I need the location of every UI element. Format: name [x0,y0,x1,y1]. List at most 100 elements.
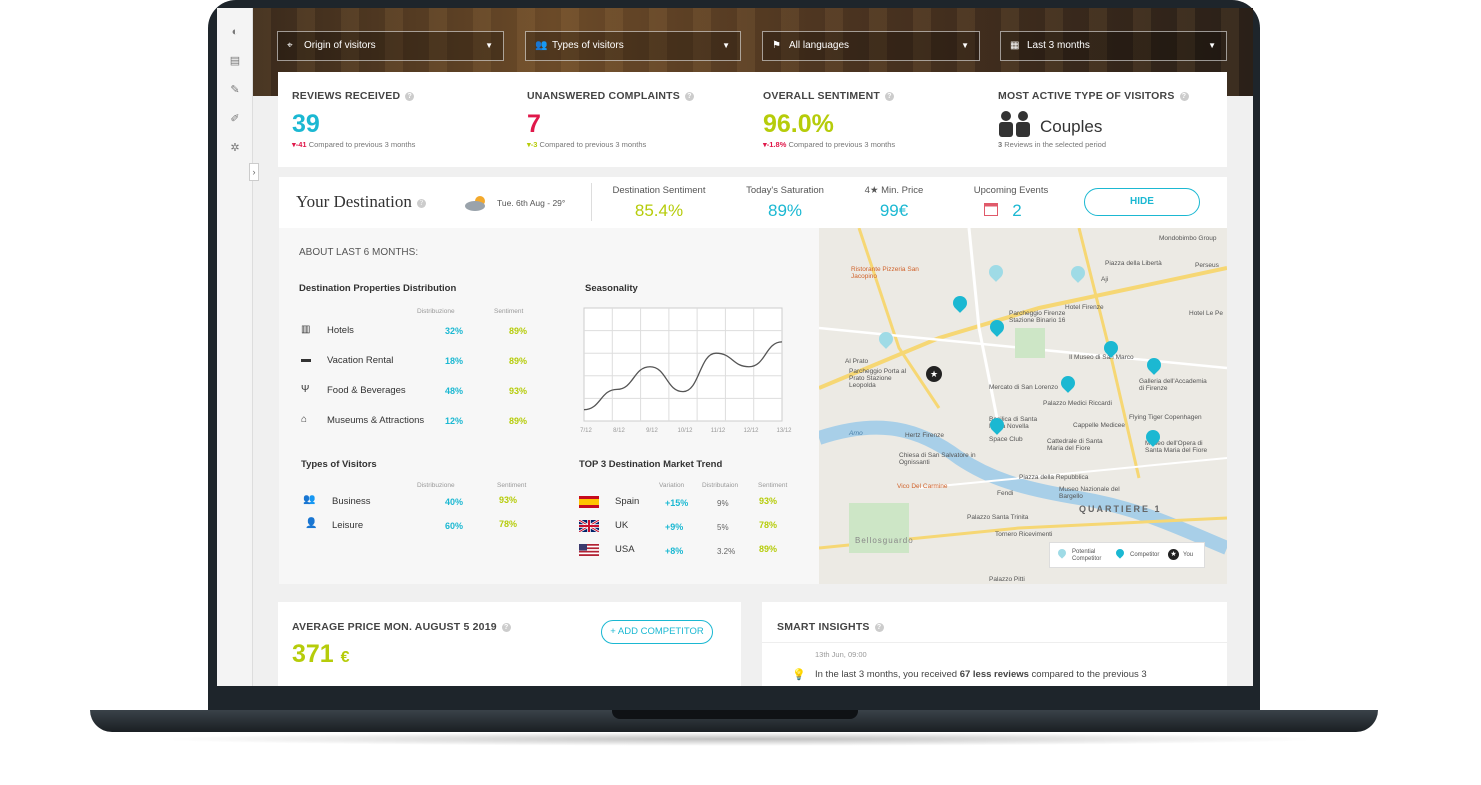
x-tick-label: 11/12 [711,428,726,434]
help-icon[interactable]: ? [684,91,694,101]
map-label: Hertz Firenze [905,432,945,439]
map-label: Vico Del Carmine [897,483,948,490]
help-icon[interactable]: ? [405,91,415,101]
stat-min-price-value: 99€ [879,201,909,220]
attachment-icon[interactable]: ✎ [230,84,240,96]
sidebar-expand-button[interactable]: › [249,163,259,181]
lightbulb-icon: 💡 [792,669,806,681]
visitor-type-filter[interactable]: 👥 Types of visitors ▼ [525,31,741,61]
calendar-icon [984,202,998,221]
row-label: Spain [615,496,640,507]
map-label: Tornero Ricevimenti [995,531,1053,538]
help-icon[interactable]: ? [1179,91,1189,101]
calendar-icon: ▦ [1010,40,1020,51]
row-sent: 89% [509,356,528,366]
map-label: Perseus [1195,262,1219,269]
map-label: Cappelle Medicee [1073,422,1126,429]
kpi-reviews-note: ▾-41 Compared to previous 3 months [292,140,416,149]
row-variation: +8% [665,546,684,556]
row-label: Business [332,496,371,507]
help-icon[interactable]: ? [501,622,511,632]
market-title: TOP 3 Destination Market Trend [579,459,723,470]
visitors-title: Types of Visitors [301,459,377,470]
you-legend-icon: ★ [1168,549,1179,560]
map-label: Fendi [997,490,1014,497]
kpi-complaints-value: 7 [527,110,541,138]
row-dist: 18% [445,356,464,366]
map-label: Museo dell'Opera di Santa Maria del Fior… [1145,440,1208,454]
divider [762,642,1227,643]
hide-button[interactable]: HIDE [1084,188,1200,216]
chevron-down-icon: ▼ [1208,41,1216,50]
map-label: Il Museo di San Marco [1069,354,1134,361]
legend-you-label: You [1183,552,1194,558]
stat-sentiment-label: Destination Sentiment [612,185,706,196]
stat-min-price-label: 4★ Min. Price [864,185,924,196]
divider [591,183,592,221]
kpi-sentiment-value: 96.0% [763,110,834,138]
row-label: Hotels [327,325,354,336]
vacation-rental-icon: ▬ [301,354,311,365]
map-label: Piazza della Repubblica [1019,474,1089,481]
x-tick-label: 12/12 [743,428,759,434]
row-dist: 48% [445,386,464,396]
stat-saturation-value: 89% [767,201,803,220]
help-icon[interactable]: ? [874,622,884,632]
kpi-visitors-note: 3 Reviews in the selected period [998,140,1106,149]
map-label: Palazzo Pitti [989,576,1025,583]
help-icon[interactable]: ? [884,91,894,101]
reviews-icon[interactable]: ▤ [229,55,241,67]
kpi-card: REVIEWS RECEIVED? 39 ▾-41 Compared to pr… [278,72,1227,167]
map-label: Chiesa di San Salvatore in Ognissanti [899,452,976,466]
col-header: Variation [659,482,685,489]
seasonality-line [583,341,783,411]
col-header: Sentiment [497,482,527,489]
gear-icon[interactable]: ✲ [230,142,240,154]
tools-icon[interactable]: ✐ [230,113,240,125]
destination-title: Your Destination? [296,192,426,212]
add-competitor-button[interactable]: + ADD COMPETITOR [601,620,713,644]
users-icon: 👥 [535,40,548,51]
weather-icon [464,194,490,217]
seasonality-chart: 7/12 8/12 9/12 10/12 11/12 12/12 13/12 [580,307,792,434]
col-header: Distribuzione [417,308,455,315]
destination-map[interactable]: Mondobimbo Group Piazza della Libertà Pe… [819,228,1227,584]
stat-saturation-label: Today's Saturation [746,185,824,196]
row-sent: 89% [759,544,778,554]
laptop-shadow [150,732,1330,746]
map-label: Space Club [989,436,1023,443]
legend-competitor-label: Competitor [1130,552,1160,558]
kpi-reviews-value: 39 [292,110,320,138]
kpi-reviews-title: REVIEWS RECEIVED? [292,90,415,102]
period-filter[interactable]: ▦ Last 3 months ▼ [1000,31,1227,61]
x-tick-label: 7/12 [580,428,592,434]
usa-flag-icon [579,544,599,556]
help-icon[interactable]: ? [416,198,426,208]
stat-sentiment-value: 85.4% [634,201,684,220]
map-label: Parcheggio Porta al Prato Stazione Leopo… [849,368,907,389]
stat-events-value: 2 [1012,201,1022,220]
kpi-visitors-title: MOST ACTIVE TYPE OF VISITORS? [998,90,1189,102]
laptop-base [90,710,1378,732]
legend-potential-label: Potential Competitor [1072,549,1102,562]
you-marker-icon[interactable]: ★ [926,366,942,382]
map-label: Hotel Firenze [1065,304,1104,311]
map-label: Galleria dell'Accademia di Firenze [1139,378,1207,392]
average-price-card: AVERAGE PRICE MON. AUGUST 5 2019? + ADD … [278,602,741,686]
x-tick-label: 13/12 [776,428,792,434]
dashboard-icon[interactable]: ◐ [231,26,239,38]
row-dist: 9% [717,499,729,508]
map-label: Al Prato [845,358,869,365]
kpi-visitors-value: Couples [1040,117,1103,136]
language-filter[interactable]: ⚑ All languages ▼ [762,31,980,61]
spain-flag-icon [579,496,599,508]
properties-title: Destination Properties Distribution [299,283,457,294]
row-label: Food & Beverages [327,385,406,396]
destination-card: Your Destination? Tue. 6th Aug - 29° Des… [279,177,1227,584]
row-dist: 32% [445,326,464,336]
museum-icon: ⌂ [301,414,308,425]
smart-insights-title: SMART INSIGHTS? [777,621,884,633]
business-users-icon: 👥 [303,494,316,505]
origin-filter[interactable]: ⌖ Origin of visitors ▼ [277,31,504,61]
sidebar: ◐ ▤ ✎ ✐ ✲ › [217,8,259,686]
